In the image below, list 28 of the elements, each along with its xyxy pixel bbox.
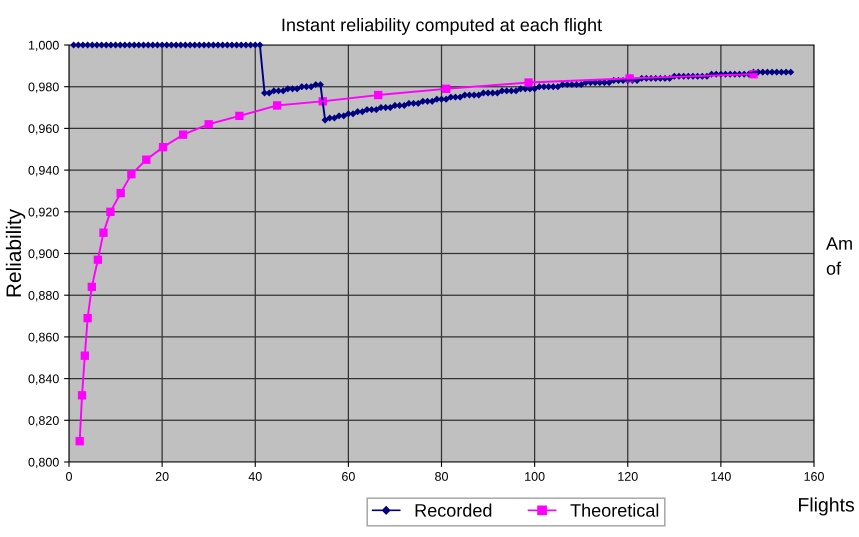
- y-tick-label: 0,880: [28, 291, 59, 302]
- x-tick-label: 80: [435, 472, 448, 481]
- text: of: [826, 262, 842, 275]
- x-tick-label: 120: [618, 472, 638, 481]
- legend-label: Recorded: [416, 504, 492, 517]
- text: Am: [826, 237, 852, 250]
- y-tick-label: 0,900: [28, 249, 59, 260]
- x-tick-label: 40: [248, 472, 262, 481]
- x-tick-label: 0: [66, 472, 72, 481]
- y-tick-label: 0,820: [28, 416, 59, 426]
- y-tick-label: 1,000: [28, 40, 59, 52]
- y-tick-label: 0,800: [28, 458, 59, 468]
- x-tick-label: 100: [525, 472, 545, 481]
- y-tick-label: 0,840: [28, 374, 59, 385]
- legend-label: Theoretical: [570, 504, 658, 517]
- x-tick-label: 160: [804, 472, 824, 481]
- x-tick-label: 60: [342, 472, 355, 481]
- y-tick-label: 0,940: [28, 166, 59, 176]
- y-tick-label: 0,960: [28, 124, 59, 135]
- y-tick-label: 0,920: [28, 208, 59, 218]
- x-tick-label: 20: [156, 472, 169, 481]
- point: [76, 436, 84, 446]
- y-tick-label: 0,980: [28, 82, 59, 93]
- x-tick-label: 140: [711, 472, 731, 481]
- y-tick-label: 0,860: [28, 332, 59, 344]
- x-axis-title: Flights: [799, 497, 854, 516]
- y-axis-title: Reliability: [6, 208, 26, 296]
- chart-title: Instant reliability computed at each flight: [282, 18, 602, 35]
